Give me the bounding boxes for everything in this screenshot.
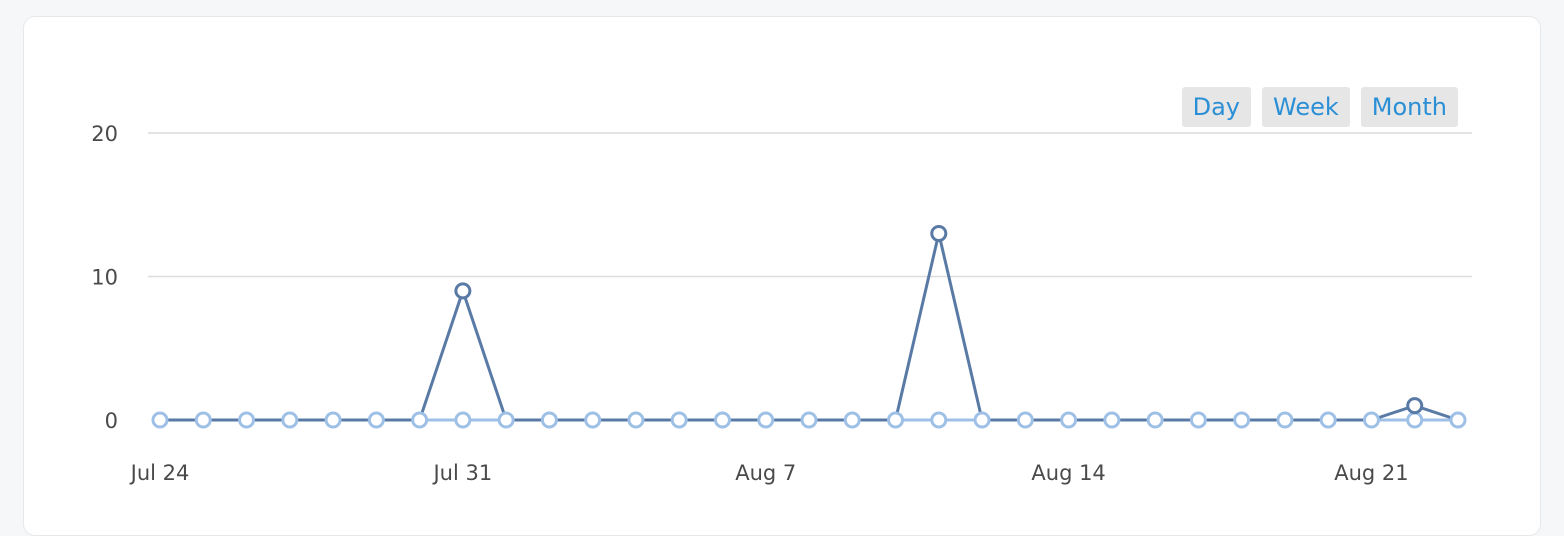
data-point <box>454 411 472 429</box>
data-point <box>238 411 256 429</box>
data-point <box>1146 411 1164 429</box>
data-point <box>713 411 731 429</box>
range-button-group: Day Week Month <box>1181 87 1458 127</box>
data-point <box>367 411 385 429</box>
data-point <box>497 411 515 429</box>
x-tick-label: Aug 21 <box>1334 461 1408 485</box>
data-point <box>1060 411 1078 429</box>
y-tick-label: 10 <box>91 266 118 290</box>
data-point <box>843 411 861 429</box>
series-line-0 <box>160 231 1459 422</box>
x-axis-ticks: Jul 24 Jul 31 Aug 7 Aug 14 Aug 21 <box>129 461 1409 485</box>
day-range-button[interactable]: Day <box>1181 87 1251 127</box>
y-tick-label: 20 <box>91 122 118 146</box>
y-tick-label: 0 <box>105 409 118 433</box>
data-point <box>930 411 948 429</box>
series-layer <box>151 224 1467 429</box>
y-axis-ticks: 0 10 20 <box>91 122 118 433</box>
data-point <box>1362 411 1380 429</box>
data-point <box>1406 411 1424 429</box>
data-point <box>1103 411 1121 429</box>
data-point <box>973 411 991 429</box>
data-point <box>540 411 558 429</box>
data-point <box>324 411 342 429</box>
month-range-button[interactable]: Month <box>1360 87 1458 127</box>
week-range-button[interactable]: Week <box>1262 87 1350 127</box>
gridlines <box>148 132 1472 278</box>
data-point <box>930 224 948 242</box>
data-point <box>1189 411 1207 429</box>
x-tick-label: Jul 31 <box>431 461 492 485</box>
data-point <box>670 411 688 429</box>
data-point <box>1449 411 1467 429</box>
data-point <box>1233 411 1251 429</box>
data-point <box>887 411 905 429</box>
x-tick-label: Aug 14 <box>1031 461 1105 485</box>
x-tick-label: Aug 7 <box>735 461 796 485</box>
data-point <box>1319 411 1337 429</box>
data-point <box>1406 397 1424 415</box>
data-point <box>1016 411 1034 429</box>
data-point <box>1276 411 1294 429</box>
data-point <box>757 411 775 429</box>
data-point <box>194 411 212 429</box>
data-point <box>627 411 645 429</box>
data-point <box>281 411 299 429</box>
data-point <box>800 411 818 429</box>
data-point <box>454 282 472 300</box>
x-tick-label: Jul 24 <box>129 461 190 485</box>
data-point <box>584 411 602 429</box>
line-chart: 0 10 20 Jul 24 Jul 31 Aug 7 Aug 14 Aug 21 <box>91 122 1472 485</box>
data-point <box>151 411 169 429</box>
data-point <box>411 411 429 429</box>
